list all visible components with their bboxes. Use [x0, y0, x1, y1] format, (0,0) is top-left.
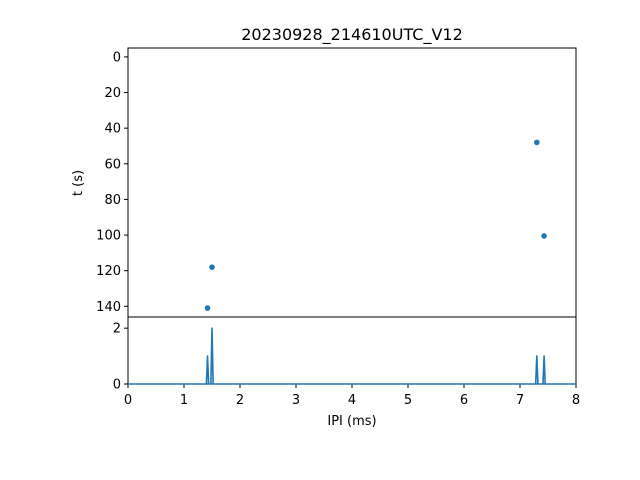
- histogram-line: [128, 327, 576, 385]
- y-tick-label: 20: [104, 86, 121, 101]
- y-tick-label: 140: [96, 300, 121, 315]
- x-tick-label: 8: [572, 393, 580, 408]
- y-tick-label: 0: [113, 378, 121, 393]
- y-tick-label: 100: [96, 229, 121, 244]
- x-tick-label: 1: [180, 393, 188, 408]
- x-tick-label: 6: [460, 393, 468, 408]
- x-tick-label: 5: [404, 393, 412, 408]
- y-tick-label: 80: [104, 193, 121, 208]
- histogram-axes: 0 2 0 1 2 3 4 5 6 7 8: [113, 316, 580, 408]
- x-tick-label: 2: [236, 393, 244, 408]
- y-tick-label: 40: [104, 122, 121, 137]
- scatter-axes: 0 20 40 60 80 100 120 140: [96, 47, 577, 318]
- scatter-point: [541, 233, 547, 239]
- scatter-point: [204, 305, 211, 311]
- y-tick-label: 2: [113, 322, 121, 337]
- x-tick-label: 3: [292, 393, 300, 408]
- y-tick-label: 60: [104, 157, 121, 172]
- y-tick-label: 0: [113, 50, 121, 65]
- x-tick-label: 7: [516, 393, 524, 408]
- scatter-point: [209, 264, 215, 270]
- chart-title: 20230928_214610UTC_V12: [241, 25, 463, 45]
- scatter-point: [534, 139, 540, 146]
- x-axis-label: IPI (ms): [327, 414, 376, 429]
- y-axis-label: t (s): [71, 170, 86, 196]
- y-tick-label: 120: [96, 264, 121, 279]
- x-tick-label: 0: [124, 393, 132, 408]
- x-tick-label: 4: [348, 393, 356, 408]
